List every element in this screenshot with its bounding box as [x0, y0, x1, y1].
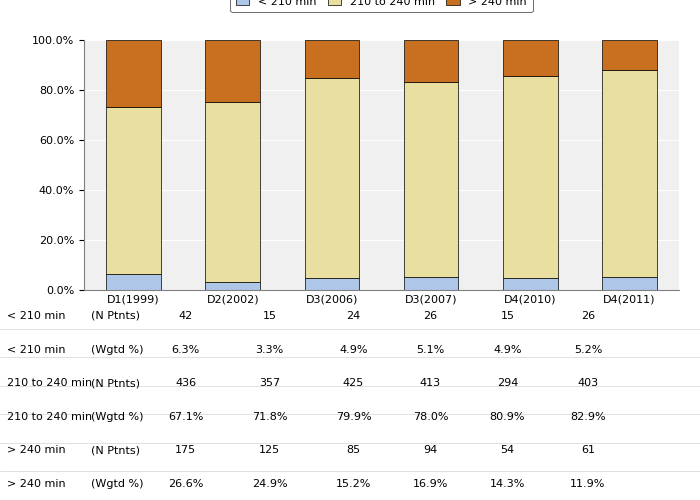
- Legend: < 210 min, 210 to 240 min, > 240 min: < 210 min, 210 to 240 min, > 240 min: [230, 0, 533, 12]
- Text: 11.9%: 11.9%: [570, 479, 606, 489]
- Bar: [106, 40, 161, 106]
- Text: 357: 357: [259, 378, 280, 388]
- Text: 79.9%: 79.9%: [336, 412, 371, 422]
- Text: 80.9%: 80.9%: [490, 412, 525, 422]
- Bar: [304, 78, 359, 278]
- Text: 14.3%: 14.3%: [490, 479, 525, 489]
- Text: (Wgtd %): (Wgtd %): [91, 344, 144, 354]
- Text: (N Ptnts): (N Ptnts): [91, 311, 140, 321]
- Text: 413: 413: [420, 378, 441, 388]
- Text: (N Ptnts): (N Ptnts): [91, 446, 140, 456]
- Text: (Wgtd %): (Wgtd %): [91, 412, 144, 422]
- Bar: [602, 277, 657, 290]
- Text: 4.9%: 4.9%: [340, 344, 368, 354]
- Bar: [503, 40, 557, 76]
- Text: (N Ptnts): (N Ptnts): [91, 378, 140, 388]
- Bar: [304, 40, 359, 78]
- Text: 3.3%: 3.3%: [256, 344, 284, 354]
- Bar: [503, 278, 557, 290]
- Text: 85: 85: [346, 446, 360, 456]
- Text: 67.1%: 67.1%: [168, 412, 203, 422]
- Text: < 210 min: < 210 min: [7, 311, 66, 321]
- Bar: [503, 76, 557, 278]
- Text: 4.9%: 4.9%: [494, 344, 522, 354]
- Text: 94: 94: [424, 446, 438, 456]
- Text: 71.8%: 71.8%: [252, 412, 287, 422]
- Text: 54: 54: [500, 446, 514, 456]
- Text: 82.9%: 82.9%: [570, 412, 606, 422]
- Text: 26: 26: [581, 311, 595, 321]
- Text: 26: 26: [424, 311, 438, 321]
- Bar: [602, 40, 657, 70]
- Bar: [206, 282, 260, 290]
- Text: 78.0%: 78.0%: [413, 412, 448, 422]
- Text: 403: 403: [578, 378, 598, 388]
- Bar: [304, 278, 359, 290]
- Text: 5.2%: 5.2%: [574, 344, 602, 354]
- Text: 6.3%: 6.3%: [172, 344, 200, 354]
- Bar: [106, 274, 161, 290]
- Text: 24.9%: 24.9%: [252, 479, 287, 489]
- Text: 425: 425: [343, 378, 364, 388]
- Bar: [404, 82, 458, 277]
- Text: 24: 24: [346, 311, 360, 321]
- Bar: [206, 102, 260, 282]
- Text: 175: 175: [175, 446, 196, 456]
- Text: 210 to 240 min: 210 to 240 min: [7, 412, 92, 422]
- Text: 5.1%: 5.1%: [416, 344, 444, 354]
- Bar: [602, 70, 657, 277]
- Text: 61: 61: [581, 446, 595, 456]
- Text: (Wgtd %): (Wgtd %): [91, 479, 144, 489]
- Bar: [404, 277, 458, 290]
- Bar: [404, 40, 458, 82]
- Text: 42: 42: [178, 311, 192, 321]
- Text: 210 to 240 min: 210 to 240 min: [7, 378, 92, 388]
- Text: < 210 min: < 210 min: [7, 344, 66, 354]
- Text: 16.9%: 16.9%: [413, 479, 448, 489]
- Text: 294: 294: [497, 378, 518, 388]
- Text: > 240 min: > 240 min: [7, 446, 66, 456]
- Bar: [206, 40, 260, 102]
- Text: 15: 15: [262, 311, 276, 321]
- Text: 15: 15: [500, 311, 514, 321]
- Text: 125: 125: [259, 446, 280, 456]
- Text: 436: 436: [175, 378, 196, 388]
- Text: 15.2%: 15.2%: [336, 479, 371, 489]
- Text: > 240 min: > 240 min: [7, 479, 66, 489]
- Bar: [106, 106, 161, 274]
- Text: 26.6%: 26.6%: [168, 479, 203, 489]
